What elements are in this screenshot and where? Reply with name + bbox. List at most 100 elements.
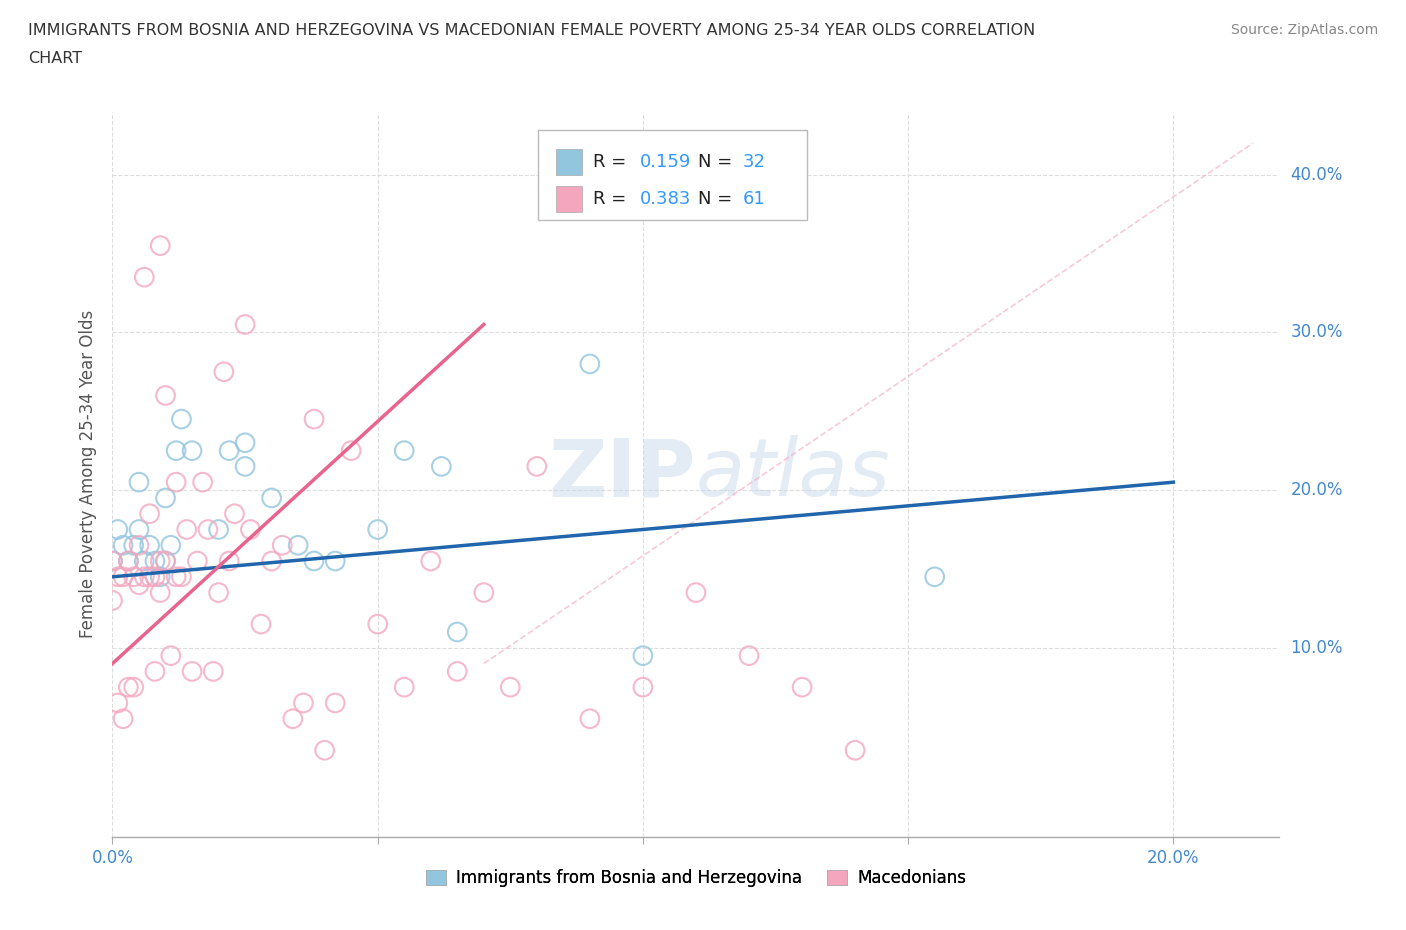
Text: 61: 61 (742, 190, 765, 207)
Point (191, 474, 214, 489)
Point (579, 356, 602, 371)
Text: 20.0%: 20.0% (1291, 481, 1343, 499)
Point (233, 435, 256, 450)
Point (155, 490, 177, 505)
Point (165, 474, 187, 489)
Point (170, 412, 193, 427)
Text: 30.0%: 30.0% (1291, 324, 1343, 341)
Point (149, 238, 172, 253)
Text: CHART: CHART (28, 51, 82, 66)
Point (323, 553, 346, 568)
Point (446, 625, 468, 640)
Point (101, 553, 124, 568)
Point (314, 743, 336, 758)
Point (790, 680, 813, 695)
Text: 0.159: 0.159 (640, 153, 692, 171)
Point (446, 664, 468, 679)
FancyBboxPatch shape (538, 130, 807, 220)
Point (117, 553, 139, 568)
Bar (555, 186, 582, 212)
Point (143, 553, 166, 568)
Point (260, 553, 283, 568)
Point (122, 680, 145, 695)
Point (143, 569, 166, 584)
Point (218, 444, 240, 458)
Point (117, 553, 139, 568)
Text: N =: N = (699, 190, 738, 207)
Point (165, 569, 187, 584)
Point (394, 444, 416, 458)
Point (281, 711, 304, 726)
Point (155, 553, 177, 568)
Text: atlas: atlas (696, 435, 891, 513)
Text: ZIP: ZIP (548, 435, 696, 513)
Point (143, 664, 166, 679)
Point (844, 743, 866, 758)
Point (224, 506, 246, 521)
Point (250, 617, 273, 631)
Point (419, 553, 441, 568)
Point (138, 506, 160, 521)
Point (202, 664, 225, 679)
Text: 32: 32 (742, 153, 766, 171)
Point (112, 569, 135, 584)
Point (128, 578, 150, 592)
Point (218, 553, 240, 568)
Text: N =: N = (699, 153, 738, 171)
Point (170, 569, 193, 584)
Point (186, 553, 208, 568)
Point (631, 648, 654, 663)
Text: R =: R = (593, 153, 633, 171)
Point (499, 680, 522, 695)
Point (107, 696, 129, 711)
Point (107, 569, 129, 584)
Text: R =: R = (593, 190, 633, 207)
Point (117, 680, 139, 695)
Point (181, 444, 204, 458)
Point (287, 538, 309, 552)
Bar (555, 150, 582, 176)
Point (367, 617, 389, 631)
Point (579, 711, 602, 726)
Point (260, 490, 283, 505)
Point (107, 522, 129, 537)
Text: 10.0%: 10.0% (1291, 639, 1343, 657)
Point (302, 412, 325, 427)
Point (165, 444, 187, 458)
Point (394, 680, 416, 695)
Point (160, 538, 183, 552)
Point (128, 538, 150, 552)
Point (292, 696, 315, 711)
Legend: Immigrants from Bosnia and Herzegovina, Macedonians: Immigrants from Bosnia and Herzegovina, … (419, 863, 973, 894)
Point (212, 365, 235, 379)
Point (128, 522, 150, 537)
Point (181, 664, 204, 679)
Point (176, 522, 198, 537)
Point (134, 270, 156, 285)
Point (149, 585, 172, 600)
Point (233, 459, 256, 474)
Point (271, 538, 294, 552)
Point (631, 680, 654, 695)
Point (160, 648, 183, 663)
Point (302, 553, 325, 568)
Text: IMMIGRANTS FROM BOSNIA AND HERZEGOVINA VS MACEDONIAN FEMALE POVERTY AMONG 25-34 : IMMIGRANTS FROM BOSNIA AND HERZEGOVINA V… (28, 23, 1035, 38)
Y-axis label: Female Poverty Among 25-34 Year Olds: Female Poverty Among 25-34 Year Olds (79, 311, 97, 638)
Point (367, 522, 389, 537)
Point (112, 711, 135, 726)
Point (197, 522, 219, 537)
Point (134, 553, 156, 568)
Point (430, 459, 453, 474)
Point (149, 553, 172, 568)
Point (122, 538, 145, 552)
Point (239, 522, 262, 537)
Point (340, 444, 363, 458)
Point (101, 553, 124, 568)
Point (155, 388, 177, 403)
Point (101, 593, 124, 608)
Point (685, 585, 707, 600)
Point (924, 569, 946, 584)
Point (738, 648, 761, 663)
Point (134, 569, 156, 584)
Point (323, 696, 346, 711)
